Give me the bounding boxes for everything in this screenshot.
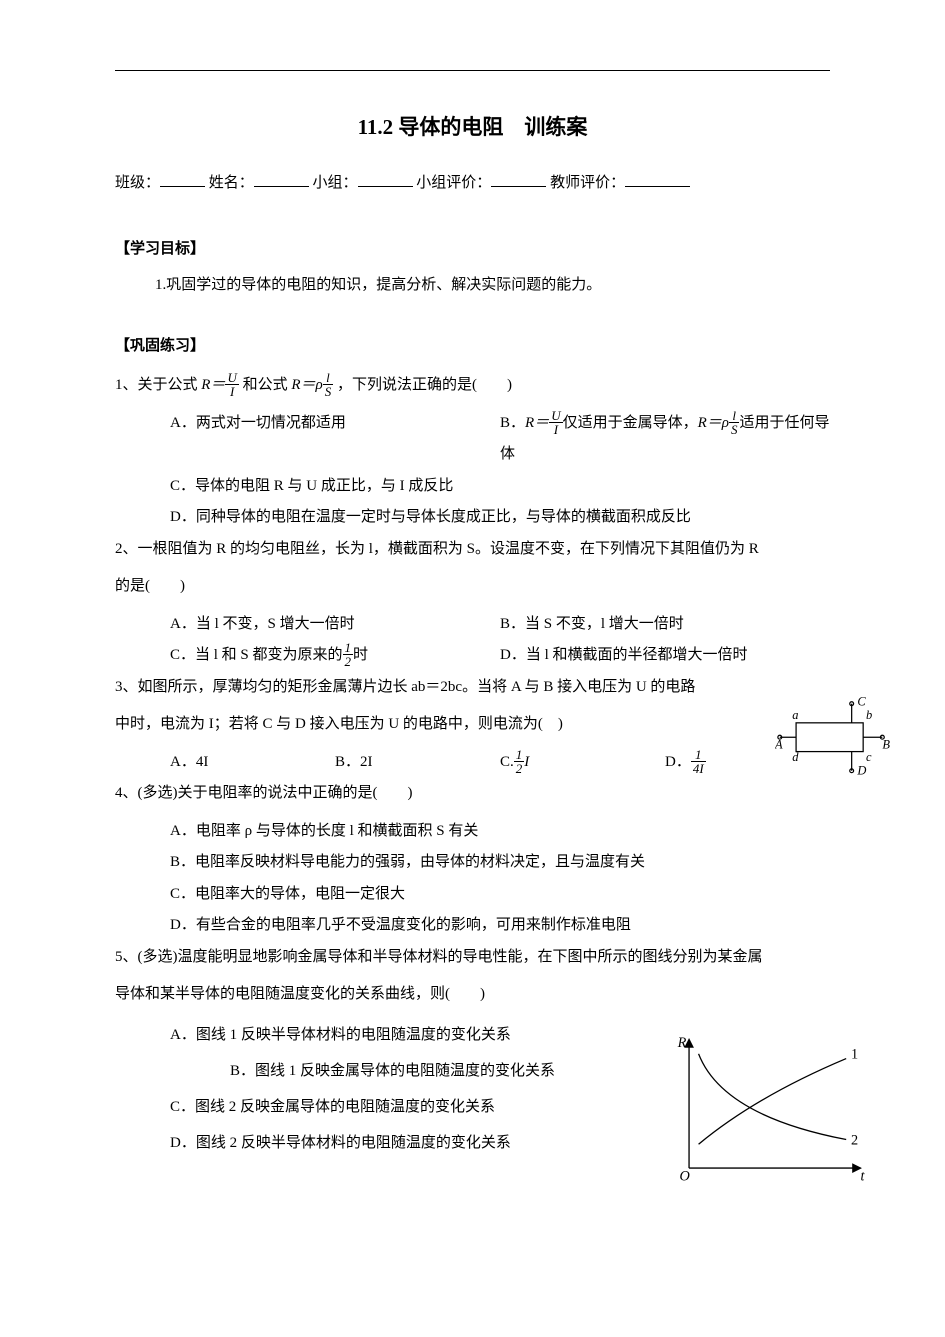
class-label: 班级： (115, 175, 160, 191)
q3-stem2: 中时，电流为 I；若将 C 与 D 接入电压为 U 的电路中，则电流为( ) (115, 709, 830, 741)
group-eval-blank (491, 172, 546, 187)
q1-frac2: lS (323, 371, 334, 398)
q1-frac1: UI (225, 371, 238, 398)
fig3-a: a (792, 708, 798, 722)
q3-optB: B．2I (335, 747, 500, 779)
fig3-b: b (866, 708, 872, 722)
q2-stem2: 的是( ) (115, 571, 830, 603)
q4-opts: A．电阻率 ρ 与导体的长度 l 和横截面积 S 有关 B．电阻率反映材料导电能… (170, 816, 830, 942)
q4-optD: D．有些合金的电阻率几乎不受温度变化的影响，可用来制作标准电阻 (170, 910, 830, 942)
top-rule (115, 70, 830, 71)
name-blank (254, 172, 309, 187)
q2-optD: D．当 l 和横截面的半径都增大一倍时 (500, 640, 830, 672)
q3-optD-pre: D． (665, 754, 691, 770)
section-practice-head: 【巩固练习】 (115, 334, 830, 355)
group-label: 小组： (313, 175, 358, 191)
q1-mid: 和公式 (243, 377, 292, 393)
fig5-1: 1 (851, 1047, 858, 1063)
q5-figure: R t O 1 2 (670, 1030, 870, 1182)
q1-pre: 1、关于公式 (115, 377, 201, 393)
page-title: 11.2 导体的电阻 训练案 (115, 111, 830, 141)
q3-optA: A．4I (170, 747, 335, 779)
q4-stem: 4、(多选)关于电阻率的说法中正确的是( ) (115, 778, 830, 810)
fig5-R: R (677, 1035, 687, 1051)
fig3-d: d (792, 750, 799, 764)
q5-stem1: 5、(多选)温度能明显地影响金属导体和半导体材料的导电性能，在下图中所示的图线分… (115, 942, 830, 974)
group-eval-label: 小组评价： (416, 175, 491, 191)
fig5-t: t (860, 1168, 865, 1182)
name-label: 姓名： (209, 175, 254, 191)
q2-optC-pre: C．当 l 和 S 都变为原来的 (170, 647, 343, 663)
info-line: 班级： 姓名： 小组： 小组评价： 教师评价： (115, 171, 830, 192)
fig3-D: D (856, 764, 866, 778)
q1-optC: C．导体的电阻 R 与 U 成正比，与 I 成反比 (170, 471, 830, 503)
q4-optA: A．电阻率 ρ 与导体的长度 l 和横截面积 S 有关 (170, 816, 830, 848)
q1-f1: R＝ (201, 377, 225, 393)
q1-f2: R＝ρ (291, 377, 322, 393)
fig3-B: B (882, 738, 890, 752)
teacher-eval-label: 教师评价： (550, 175, 625, 191)
class-blank (160, 172, 205, 187)
q1-stem: 1、关于公式 R＝UI 和公式 R＝ρlS ，下列说法正确的是( ) (115, 370, 830, 402)
q2-optB: B．当 S 不变，l 增大一倍时 (500, 609, 830, 641)
q4-optB: B．电阻率反映材料导电能力的强弱，由导体的材料决定，且与温度有关 (170, 847, 830, 879)
q2-opts: A．当 l 不变，S 增大一倍时 B．当 S 不变，l 增大一倍时 C．当 l … (170, 609, 830, 672)
goal-text: 1.巩固学过的导体的电阻的知识，提高分析、解决实际问题的能力。 (155, 273, 830, 294)
q3-optC: C.12I (500, 747, 665, 779)
q2-optC-post: 时 (353, 647, 368, 663)
q2-stem: 2、一根阻值为 R 的均匀电阻丝，长为 l，横截面积为 S。设温度不变，在下列情… (115, 534, 830, 566)
q1-opts: A．两式对一切情况都适用 B．R＝UI仅适用于金属导体，R＝ρlS适用于任何导体… (170, 408, 830, 534)
q1-optB-pre: B． (500, 415, 525, 431)
q1-optA: A．两式对一切情况都适用 (170, 408, 500, 471)
q3-stem1: 3、如图所示，厚薄均匀的矩形金属薄片边长 ab＝2bc。当将 A 与 B 接入电… (115, 672, 830, 704)
fig5-2: 2 (851, 1132, 858, 1148)
q3-figure: a b c d A B C D (775, 696, 890, 782)
fig5-O: O (680, 1168, 690, 1182)
section-goal-head: 【学习目标】 (115, 237, 830, 258)
q4-optC: C．电阻率大的导体，电阻一定很大 (170, 879, 830, 911)
q2-optC: C．当 l 和 S 都变为原来的12时 (170, 640, 500, 672)
q5-stem2: 导体和某半导体的电阻随温度变化的关系曲线，则( ) (115, 979, 830, 1011)
q3-optC-pre: C. (500, 754, 514, 770)
group-blank (358, 172, 413, 187)
q1-optD: D．同种导体的电阻在温度一定时与导体长度成正比，与导体的横截面积成反比 (170, 502, 830, 534)
fig3-c: c (866, 750, 872, 764)
fig3-C: C (857, 696, 866, 709)
q2-optA: A．当 l 不变，S 增大一倍时 (170, 609, 500, 641)
q3-opts: A．4I B．2I C.12I D．14I (170, 747, 830, 779)
fig3-A: A (775, 738, 783, 752)
q1-post: ，下列说法正确的是( ) (337, 377, 512, 393)
q1-optB-mid: 仅适用于金属导体， (563, 415, 698, 431)
q1-optB: B．R＝UI仅适用于金属导体，R＝ρlS适用于任何导体 (500, 408, 830, 471)
teacher-eval-blank (625, 172, 690, 187)
